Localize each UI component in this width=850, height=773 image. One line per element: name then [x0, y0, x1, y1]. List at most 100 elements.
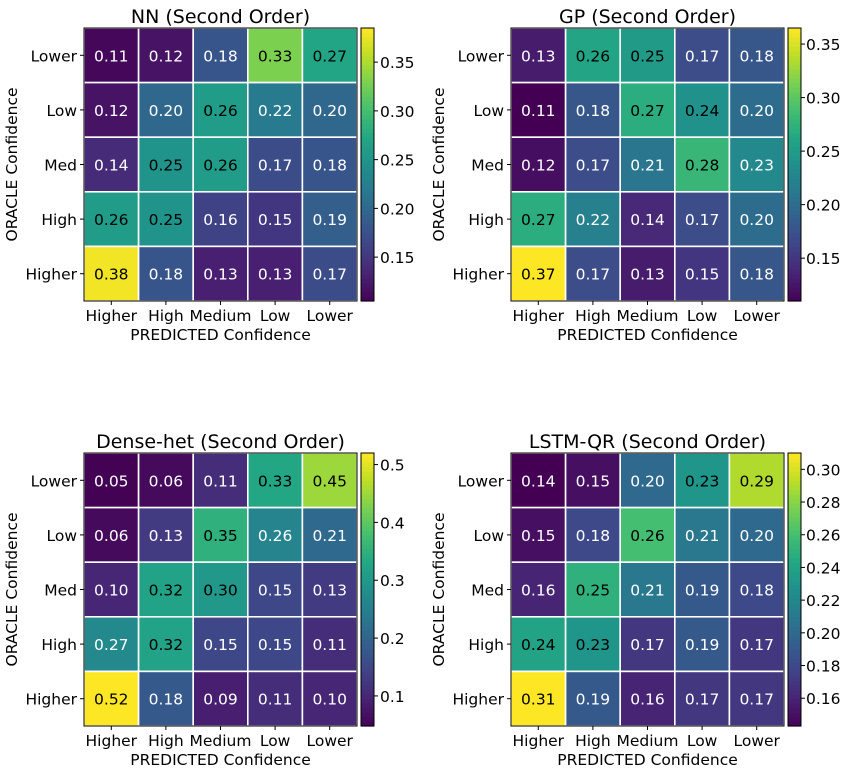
- colorbar-segment: [788, 530, 801, 536]
- heatmap-cell: [510, 615, 567, 673]
- colorbar-segment: [788, 173, 801, 179]
- colorbar-segment: [361, 141, 374, 147]
- colorbar-segment: [361, 471, 374, 477]
- y-axis-label: ORACLE Confidence: [430, 87, 448, 241]
- colorbar-segment: [361, 616, 374, 622]
- colorbar-segment: [361, 105, 374, 111]
- heatmap-cell: [510, 81, 567, 138]
- cell-value-label: 0.52: [94, 691, 129, 709]
- colorbar-segment: [361, 123, 374, 129]
- colorbar-segment: [361, 589, 374, 595]
- colorbar-segment: [788, 498, 801, 504]
- colorbar-segment: [788, 548, 801, 554]
- colorbar-segment: [788, 205, 801, 211]
- cell-value-label: 0.21: [685, 527, 720, 545]
- colorbar-segment: [788, 68, 801, 75]
- cell-value-label: 0.19: [685, 636, 720, 654]
- cell-value-label: 0.26: [576, 47, 611, 65]
- colorbar-segment: [788, 525, 801, 531]
- colorbar-tick-label: 0.22: [806, 592, 841, 610]
- colorbar-segment: [788, 291, 801, 298]
- colorbar-segment: [361, 498, 374, 504]
- colorbar-segment: [361, 260, 374, 266]
- colorbar-segment: [788, 648, 801, 654]
- cell-value-label: 0.15: [521, 527, 556, 545]
- colorbar-segment: [788, 141, 801, 147]
- colorbar-tick-label: 0.26: [806, 527, 841, 545]
- cell-value-label: 0.20: [312, 102, 347, 120]
- cell-value-label: 0.17: [312, 266, 347, 284]
- heatmap-cell: [728, 561, 785, 618]
- colorbar-segment: [788, 55, 801, 61]
- heatmap-cell: [673, 136, 731, 193]
- colorbar-segment: [788, 37, 801, 43]
- colorbar-segment: [361, 64, 374, 70]
- colorbar-segment: [788, 584, 801, 591]
- colorbar-frame: [360, 27, 375, 302]
- colorbar-segment: [788, 182, 801, 188]
- y-tick-label: Higher: [25, 691, 77, 709]
- colorbar-segment: [361, 680, 374, 686]
- colorbar-tick-label: 0.3: [380, 572, 405, 590]
- colorbar-segment: [788, 119, 801, 125]
- cell-value-label: 0.13: [521, 47, 556, 65]
- colorbar-tick-label: 0.20: [380, 200, 415, 218]
- colorbar-tick-label: 0.1: [380, 688, 405, 706]
- x-axis-label: PREDICTED Confidence: [130, 751, 311, 769]
- colorbar-segment: [788, 707, 801, 713]
- colorbar-tick-label: 0.24: [806, 559, 841, 577]
- cell-value-label: 0.25: [149, 211, 184, 229]
- cell-value-label: 0.11: [203, 472, 238, 490]
- colorbar-segment: [788, 653, 801, 659]
- colorbar-segment: [361, 557, 374, 563]
- colorbar-segment: [361, 228, 374, 234]
- colorbar-segment: [361, 484, 374, 490]
- cell-value-label: 0.26: [630, 527, 665, 545]
- colorbar-segment: [788, 716, 801, 723]
- colorbar-segment: [788, 282, 801, 288]
- colorbar-tick-label: 0.5: [380, 457, 405, 475]
- cell-value-label: 0.18: [576, 527, 611, 545]
- colorbar-segment: [361, 525, 374, 531]
- cell-value-label: 0.14: [94, 157, 129, 175]
- heatmap-cell: [301, 561, 358, 618]
- cell-value-label: 0.09: [203, 691, 238, 709]
- cell-value-label: 0.17: [685, 211, 720, 229]
- cell-value-label: 0.33: [258, 472, 293, 490]
- colorbar-tick-label: 0.30: [380, 103, 415, 121]
- colorbar-segment: [788, 41, 801, 47]
- colorbar-segment: [788, 698, 801, 704]
- colorbar-segment: [788, 703, 801, 709]
- heatmap-panel: NN (Second Order) 0.11 0.12 0.18 0.33 0.27 0.1…: [3, 6, 415, 344]
- colorbar-segment: [361, 580, 374, 586]
- colorbar-segment: [788, 721, 801, 727]
- heatmap-cell: [728, 245, 785, 302]
- heatmap-cell: [301, 191, 358, 248]
- colorbar-segment: [361, 584, 374, 591]
- colorbar-segment: [361, 28, 374, 34]
- colorbar-tick-label: 0.20: [806, 625, 841, 643]
- heatmap-cell: [673, 506, 731, 564]
- colorbar-segment: [361, 114, 374, 120]
- colorbar-segment: [788, 544, 801, 550]
- x-tick-label: Low: [260, 307, 291, 325]
- colorbar-segment: [788, 607, 801, 613]
- heatmap-cell: [619, 136, 676, 193]
- colorbar-segment: [361, 707, 374, 713]
- cell-value-label: 0.15: [203, 636, 238, 654]
- colorbar-segment: [361, 698, 374, 704]
- colorbar-segment: [361, 594, 374, 600]
- heatmap-panel: LSTM-QR (Second Order) 0.14 0.15 0.20 0.23 0.…: [430, 431, 841, 769]
- colorbar-segment: [788, 91, 801, 97]
- colorbar-segment: [361, 685, 374, 691]
- colorbar-segment: [788, 164, 801, 170]
- heatmap-cell: [247, 506, 304, 564]
- x-axis-label: PREDICTED Confidence: [557, 751, 738, 769]
- cell-value-label: 0.30: [203, 582, 238, 600]
- y-tick-label: High: [468, 211, 504, 229]
- x-tick-label: Higher: [86, 307, 138, 325]
- heatmap-cell: [564, 191, 621, 248]
- cell-value-label: 0.23: [739, 157, 774, 175]
- heatmap-cell: [192, 506, 249, 564]
- cell-value-label: 0.05: [94, 472, 129, 490]
